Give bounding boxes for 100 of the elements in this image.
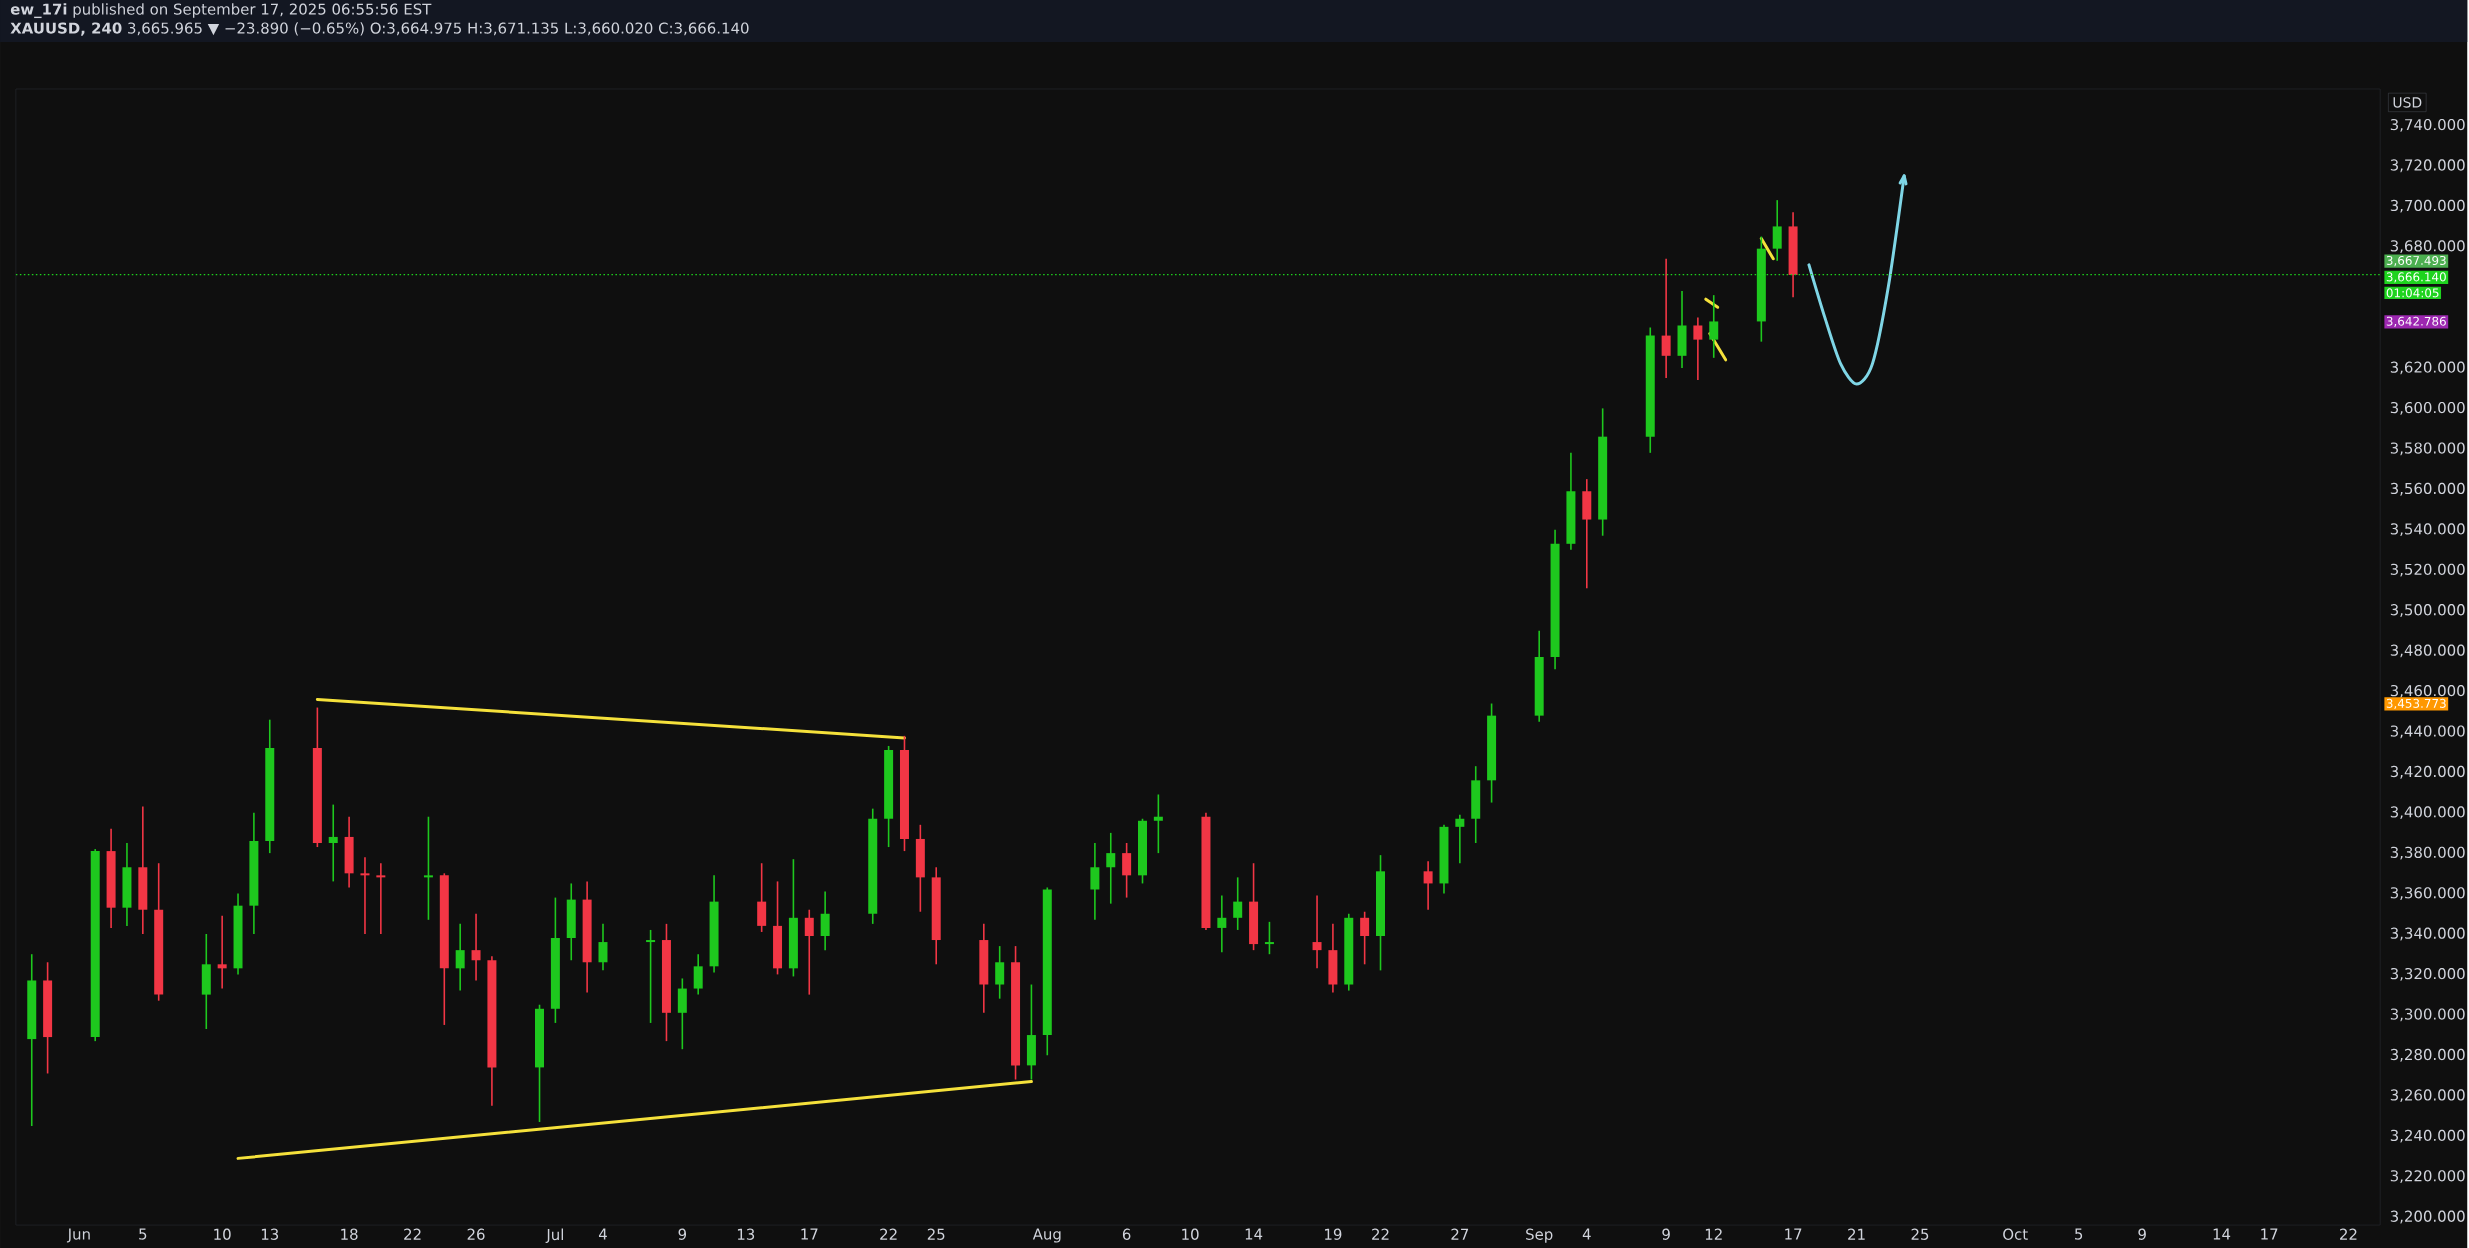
candlestick	[439, 872, 449, 1026]
y-tick-label: 3,620.000	[2390, 361, 2465, 375]
x-tick-label: 22	[404, 1228, 421, 1240]
candlestick	[1106, 832, 1116, 905]
candlestick	[1376, 854, 1386, 972]
candlestick	[376, 862, 386, 935]
candlestick	[328, 803, 338, 883]
candlestick	[1249, 862, 1259, 951]
x-tick-label: 12	[1705, 1228, 1722, 1240]
candlestick	[1566, 451, 1576, 551]
x-tick-label: 27	[1451, 1228, 1469, 1240]
candlestick	[487, 955, 497, 1107]
y-tick-label: 3,480.000	[2390, 644, 2465, 658]
x-tick-label: 14	[2213, 1228, 2231, 1240]
y-tick-label: 3,200.000	[2390, 1210, 2465, 1224]
candlestick	[884, 745, 894, 848]
candlestick	[1534, 629, 1544, 723]
candlestick	[582, 880, 592, 994]
y-tick-label: 3,740.000	[2390, 118, 2465, 132]
y-tick-label: 3,580.000	[2390, 442, 2465, 456]
x-tick-label: 18	[341, 1228, 358, 1240]
y-tick-label: 3,220.000	[2390, 1170, 2465, 1183]
candlestick	[233, 892, 243, 976]
x-tick-label: 5	[139, 1228, 147, 1240]
x-tick-label: 17	[1785, 1228, 1802, 1240]
candlestick	[995, 945, 1005, 1000]
x-tick-label: 22	[880, 1228, 897, 1240]
candlestick	[1153, 793, 1163, 854]
text: 3,667.493	[2386, 255, 2446, 267]
candlestick	[1439, 823, 1449, 895]
x-tick-label: 17	[801, 1228, 818, 1240]
x-tick-label: 6	[1122, 1228, 1131, 1240]
y-tick-label: 3,700.000	[2390, 199, 2465, 213]
candlestick	[1011, 945, 1021, 1081]
x-tick-label: Jun	[66, 1228, 90, 1243]
x-tick-label: 4	[598, 1228, 607, 1240]
x-tick-label: 19	[1325, 1228, 1342, 1240]
candlestick	[1693, 316, 1703, 381]
candlestick	[312, 706, 322, 848]
candlestick	[677, 977, 687, 1050]
candlestick	[1550, 528, 1560, 670]
candlestick	[265, 718, 275, 854]
candlestick	[899, 735, 909, 852]
text: 01:04:05	[2386, 288, 2439, 298]
candlestick	[1312, 894, 1322, 970]
candlestick	[820, 890, 830, 951]
candlestick	[344, 815, 354, 889]
candlestick	[1201, 811, 1211, 931]
candlestick	[360, 856, 370, 935]
candlestick	[1645, 326, 1655, 454]
ref-line-label: 3,666.140	[2386, 272, 2446, 283]
candlestick	[931, 866, 941, 966]
candlestick	[661, 923, 671, 1042]
candlestick	[1677, 290, 1687, 369]
x-tick-label: 4	[1582, 1228, 1591, 1240]
candlestick	[455, 923, 465, 992]
candlestick	[788, 858, 798, 978]
candlestick	[535, 1003, 545, 1123]
candlestick	[154, 862, 164, 1002]
y-tick-label: 3,600.000	[2390, 401, 2465, 415]
x-tick-label: 25	[927, 1228, 945, 1240]
candlestick	[1598, 407, 1608, 537]
x-tick-label: 13	[261, 1228, 279, 1240]
candlestick	[709, 874, 719, 974]
candlestick	[90, 848, 100, 1042]
x-tick-label: Aug	[1032, 1228, 1061, 1243]
candlestick	[915, 823, 925, 913]
candlestick	[566, 882, 576, 962]
y-tick-label: 3,460.000	[2390, 684, 2465, 698]
candlestick	[1360, 910, 1370, 966]
candlestick	[1233, 876, 1243, 931]
candlestick	[217, 914, 227, 990]
y-tick-label: 3,340.000	[2390, 927, 2465, 941]
y-tick-label: 3,500.000	[2390, 604, 2465, 617]
candlestick	[1026, 983, 1036, 1081]
x-tick-label: Oct	[2003, 1228, 2028, 1240]
candlestick	[1455, 813, 1465, 864]
y-axis-title: USD	[2393, 97, 2422, 108]
candlestick	[773, 880, 783, 976]
candlestick	[1217, 894, 1227, 953]
x-tick-label: 9	[678, 1228, 687, 1240]
candlestick	[43, 961, 53, 1075]
y-tick-label: 3,320.000	[2390, 967, 2465, 981]
candlestick	[1328, 923, 1338, 994]
x-tick-label: 17	[2261, 1228, 2278, 1240]
candlestick	[757, 862, 767, 933]
candlestick	[1788, 211, 1798, 298]
candlestick	[1661, 257, 1671, 379]
x-tick-label: 9	[2138, 1228, 2146, 1240]
candlestick	[1471, 765, 1481, 844]
y-tick-label: 3,400.000	[2390, 806, 2465, 820]
y-tick-label: 3,260.000	[2390, 1089, 2465, 1103]
candlestick	[979, 923, 989, 1014]
candlestick	[1042, 886, 1052, 1057]
candlestick	[1772, 199, 1782, 262]
candlestick	[1264, 921, 1274, 955]
x-tick-label: Jul	[545, 1228, 563, 1243]
y-tick-label: 3,420.000	[2390, 765, 2465, 779]
x-tick-label: 25	[1911, 1228, 1929, 1240]
y-tick-label: 3,280.000	[2390, 1048, 2465, 1062]
